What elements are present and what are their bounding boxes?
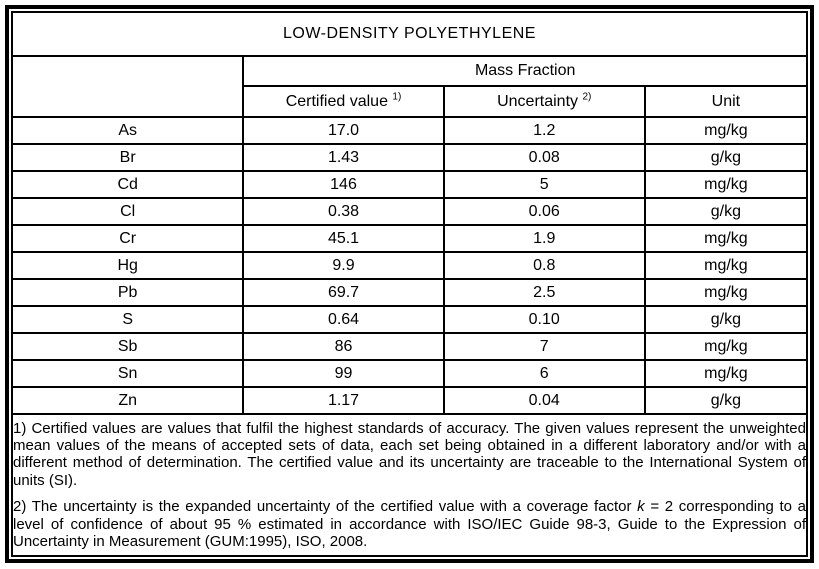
- unit-cell: g/kg: [643, 197, 809, 226]
- unit-cell: mg/kg: [643, 278, 809, 307]
- table-row-hg: Hg 9.9 0.8 mg/kg: [10, 251, 809, 280]
- mass-fraction-header: Mass Fraction: [242, 55, 808, 87]
- element-cell: Sb: [10, 332, 245, 361]
- coverage-factor-k: k: [637, 498, 645, 516]
- uncertainty-cell: 7: [442, 332, 646, 361]
- element-cell: Hg: [10, 251, 245, 280]
- column-header-row: Certified value 1) Uncertainty 2) Unit: [12, 85, 809, 118]
- table-row-cl: Cl 0.38 0.06 g/kg: [10, 197, 809, 226]
- table-row-as: As 17.0 1.2 mg/kg: [10, 116, 809, 145]
- certified-value-cell: 45.1: [242, 224, 445, 253]
- certified-value-cell: 146: [242, 170, 445, 199]
- footnote-2: 2) The uncertainty is the expanded uncer…: [13, 498, 806, 550]
- certified-value-cell: 1.43: [242, 143, 445, 172]
- group-header-row: Mass Fraction: [10, 55, 808, 118]
- uncertainty-cell: 0.06: [442, 197, 646, 226]
- certificate-table: LOW-DENSITY POLYETHYLENE Mass Fraction C…: [10, 11, 809, 557]
- uncertainty-cell: 1.2: [442, 116, 646, 145]
- footnote-1: 1) Certified values are values that fulf…: [13, 419, 806, 489]
- footnote-2-pre: 2) The uncertainty is the expanded uncer…: [13, 498, 638, 516]
- table-row-cr: Cr 45.1 1.9 mg/kg: [10, 224, 809, 253]
- unit-cell: g/kg: [643, 305, 809, 334]
- footnote-ref-1: 1): [392, 91, 402, 103]
- certified-value-cell: 69.7: [242, 278, 445, 307]
- certified-value-cell: 99: [242, 359, 445, 388]
- uncertainty-label: Uncertainty: [497, 92, 579, 110]
- title-row: LOW-DENSITY POLYETHYLENE: [11, 11, 808, 57]
- certified-value-cell: 1.17: [242, 386, 445, 415]
- footnotes-row: 1) Certified values are values that fulf…: [11, 413, 808, 557]
- unit-cell: mg/kg: [643, 332, 809, 361]
- unit-cell: g/kg: [643, 143, 809, 172]
- table-row-pb: Pb 69.7 2.5 mg/kg: [10, 278, 809, 307]
- table-row-br: Br 1.43 0.08 g/kg: [10, 143, 809, 172]
- uncertainty-cell: 0.10: [442, 305, 646, 334]
- unit-cell: mg/kg: [643, 251, 809, 280]
- unit-cell: g/kg: [643, 386, 809, 415]
- uncertainty-cell: 1.9: [442, 224, 646, 253]
- certified-value-cell: 0.38: [242, 197, 445, 226]
- table-row-cd: Cd 146 5 mg/kg: [10, 170, 809, 199]
- table-row-zn: Zn 1.17 0.04 g/kg: [10, 386, 809, 415]
- element-header-empty-cell: [10, 55, 245, 118]
- element-cell: As: [10, 116, 245, 145]
- element-cell: Cd: [10, 170, 245, 199]
- unit-cell: mg/kg: [643, 170, 809, 199]
- certified-value-label: Certified value: [285, 92, 388, 110]
- footnote-2-post: = 2 corresponding to a level of confiden…: [13, 498, 806, 550]
- table-row-sn: Sn 99 6 mg/kg: [10, 359, 809, 388]
- element-cell: Cr: [10, 224, 245, 253]
- footnote-ref-2: 2): [582, 91, 592, 103]
- uncertainty-cell: 5: [442, 170, 646, 199]
- uncertainty-cell: 6: [442, 359, 646, 388]
- element-cell: Cl: [10, 197, 245, 226]
- unit-cell: mg/kg: [643, 224, 809, 253]
- table-row-s: S 0.64 0.10 g/kg: [10, 305, 809, 334]
- uncertainty-cell: 0.08: [442, 143, 646, 172]
- element-cell: Pb: [10, 278, 245, 307]
- footnotes-section: 1) Certified values are values that fulf…: [11, 413, 808, 557]
- certified-value-cell: 9.9: [242, 251, 445, 280]
- certified-value-cell: 0.64: [242, 305, 445, 334]
- element-cell: Zn: [10, 386, 245, 415]
- uncertainty-cell: 2.5: [442, 278, 646, 307]
- col-header-certified-value: Certified value 1): [242, 85, 445, 118]
- page-border: LOW-DENSITY POLYETHYLENE Mass Fraction C…: [5, 5, 814, 563]
- col-header-unit: Unit: [643, 85, 809, 118]
- certified-value-cell: 17.0: [242, 116, 445, 145]
- element-cell: S: [10, 305, 245, 334]
- unit-cell: mg/kg: [643, 359, 809, 388]
- col-header-uncertainty: Uncertainty 2): [442, 85, 646, 118]
- table-row-sb: Sb 86 7 mg/kg: [10, 332, 809, 361]
- page-title: LOW-DENSITY POLYETHYLENE: [11, 11, 808, 57]
- element-cell: Sn: [10, 359, 245, 388]
- unit-cell: mg/kg: [643, 116, 809, 145]
- uncertainty-cell: 0.8: [442, 251, 646, 280]
- uncertainty-cell: 0.04: [442, 386, 646, 415]
- certified-value-cell: 86: [242, 332, 445, 361]
- element-cell: Br: [10, 143, 245, 172]
